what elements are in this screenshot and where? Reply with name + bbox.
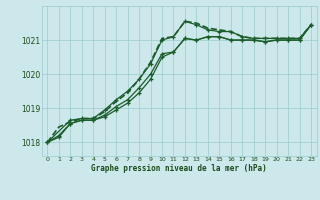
X-axis label: Graphe pression niveau de la mer (hPa): Graphe pression niveau de la mer (hPa) [91, 164, 267, 173]
